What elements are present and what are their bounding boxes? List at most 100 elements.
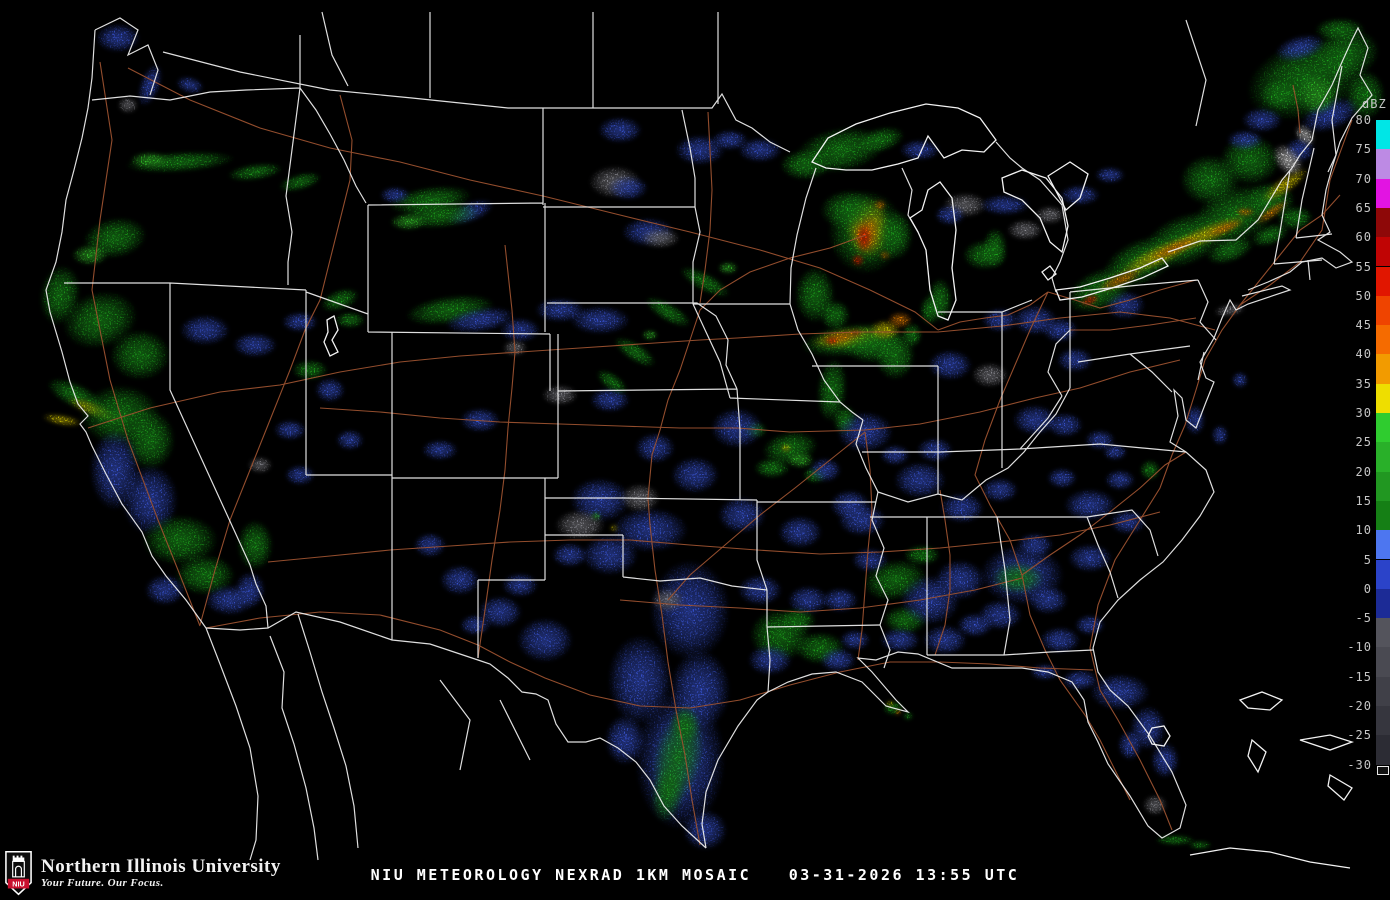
radar-cell (886, 701, 894, 707)
radar-cell (923, 625, 967, 655)
radar-cell (1062, 670, 1098, 690)
radar-cell (1040, 627, 1080, 653)
radar-cell (1255, 199, 1289, 225)
radar-cell (754, 458, 790, 478)
radar-cell (1042, 318, 1078, 342)
radar-cell (809, 458, 841, 482)
radar-cell (880, 628, 920, 652)
radar-cell (118, 97, 138, 113)
radar-cell (856, 224, 872, 252)
caption-title: NIU METEOROLOGY NEXRAD 1KM MOSAIC (370, 866, 752, 884)
radar-cell (982, 478, 1018, 502)
radar-cell (598, 117, 642, 143)
radar-cell (237, 520, 273, 570)
radar-cell (1214, 303, 1246, 317)
radar-cell (983, 228, 1007, 268)
radar-cell (1047, 468, 1077, 488)
radar-cell (935, 560, 985, 600)
radar-cell (788, 586, 828, 614)
radar-cell (903, 712, 913, 720)
radar-cell (650, 560, 730, 660)
radar-cell (786, 452, 814, 468)
radar-cell (1064, 489, 1116, 521)
radar-cell (1110, 510, 1146, 534)
radar-cell (1206, 219, 1244, 237)
logo-name: Northern Illinois University (41, 856, 281, 877)
radar-cell (671, 457, 719, 493)
radar-cell (72, 245, 108, 265)
radar-cell (712, 130, 748, 150)
radar-cell (1085, 430, 1115, 450)
radar-cell (422, 440, 458, 460)
niu-logo: NIU Northern Illinois University Your Fu… (4, 848, 281, 898)
logo-tagline: Your Future. Our Focus. (41, 877, 164, 889)
radar-cell (1149, 235, 1201, 261)
radar-cell (895, 709, 901, 715)
radar-cell (1105, 470, 1135, 490)
radar-cell (596, 369, 628, 395)
radar-cell (570, 306, 630, 334)
radar-cell (1275, 34, 1325, 62)
radar-cell (175, 555, 235, 595)
radar-cell (778, 516, 822, 548)
radar-cell (1260, 80, 1300, 110)
radar-cell (642, 330, 658, 340)
radar-cell (591, 512, 601, 520)
radar-cell (1075, 615, 1105, 635)
radar-cell (935, 205, 965, 225)
radar-cell (285, 465, 315, 485)
radar-cell (460, 615, 490, 635)
radar-cell (940, 493, 984, 523)
radar-cell (610, 525, 618, 531)
niu-shield-icon: NIU (5, 850, 32, 896)
radar-cell (1060, 185, 1100, 205)
radar-cell (683, 810, 727, 850)
radar-cell (718, 497, 766, 533)
caption-timestamp: 03-31-2026 13:55 UTC (788, 866, 1020, 884)
radar-cell (980, 195, 1030, 215)
radar-cell (440, 565, 480, 595)
radar-cell (478, 596, 522, 628)
radar-cell (1212, 425, 1228, 445)
radar-cell (978, 600, 1022, 630)
radar-cell (282, 312, 318, 332)
radar-cell (640, 228, 680, 248)
radar-cell (651, 762, 685, 822)
radar-cell (888, 312, 912, 328)
radar-cell (675, 135, 725, 165)
radar-cell (900, 140, 940, 160)
radar-cell (582, 535, 638, 575)
radar-cell (838, 504, 886, 536)
radar-cell (502, 573, 538, 597)
radar-cell (894, 462, 946, 498)
radar-cell (227, 163, 283, 181)
radar-cell (42, 413, 82, 427)
radar-cell (820, 300, 850, 330)
radar-cell (1097, 267, 1143, 293)
state-borders (45, 11, 1373, 861)
radar-cell (840, 630, 870, 650)
radar-cell (1315, 18, 1365, 42)
radar-cell (820, 190, 880, 230)
radar-cell (1013, 405, 1057, 435)
radar-cell (645, 296, 691, 328)
radar-cell (315, 378, 345, 402)
radar-cell (1140, 460, 1160, 480)
radar-cell (635, 433, 675, 463)
radar-cell (1273, 144, 1303, 176)
radar-cell (738, 575, 782, 605)
radar-cell (822, 588, 858, 612)
radar-cell (1242, 108, 1282, 132)
radar-cell (855, 126, 905, 154)
radar-cell (1090, 674, 1150, 710)
radar-cell (445, 307, 515, 333)
radar-cell (1118, 730, 1142, 760)
niu-shield-abbr: NIU (12, 880, 25, 889)
radar-cell (1232, 372, 1248, 388)
radar-cell (1206, 235, 1254, 265)
radar-cell (1188, 841, 1212, 849)
radar-cell (780, 150, 830, 180)
radar-cell (235, 572, 265, 608)
